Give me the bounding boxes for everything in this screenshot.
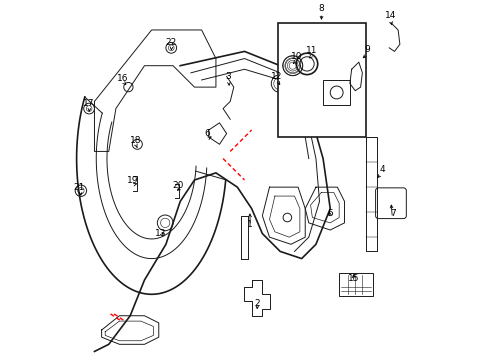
FancyBboxPatch shape [375, 188, 406, 219]
Text: 4: 4 [378, 165, 384, 174]
Text: 6: 6 [203, 129, 209, 138]
Text: 7: 7 [389, 210, 395, 219]
Text: 5: 5 [326, 210, 332, 219]
Bar [323, 80, 349, 105]
Text: 17: 17 [83, 99, 95, 108]
Text: 2: 2 [254, 299, 259, 308]
Text: 10: 10 [290, 52, 302, 61]
FancyBboxPatch shape [339, 273, 372, 296]
Text: 12: 12 [270, 72, 282, 81]
Text: 1: 1 [246, 220, 252, 229]
Text: 11: 11 [305, 46, 317, 55]
Text: 13: 13 [155, 229, 166, 238]
Text: 14: 14 [385, 11, 396, 20]
Text: 22: 22 [165, 38, 177, 47]
Text: 18: 18 [129, 136, 141, 145]
Text: 21: 21 [74, 183, 85, 192]
Text: 9: 9 [364, 45, 370, 54]
Bar [278, 23, 365, 137]
Text: 20: 20 [172, 181, 183, 190]
Text: 19: 19 [127, 176, 139, 185]
Text: 3: 3 [225, 72, 231, 81]
Text: 15: 15 [347, 274, 359, 283]
Text: 8: 8 [318, 4, 324, 13]
Text: 16: 16 [117, 74, 128, 83]
